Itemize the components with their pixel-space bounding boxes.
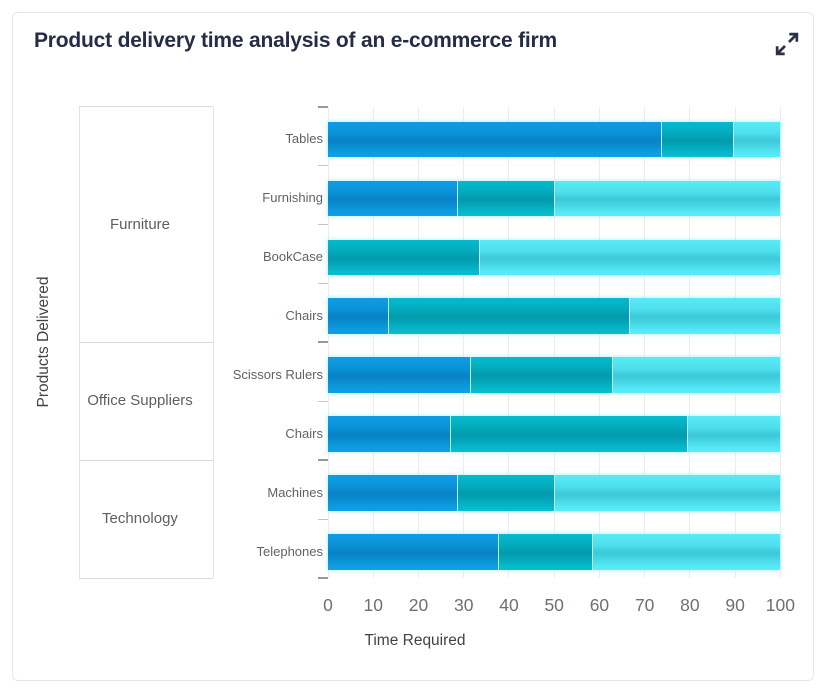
- bar-segment-series2[interactable]: [457, 475, 555, 511]
- chart-title: Product delivery time analysis of an e-c…: [34, 29, 557, 52]
- x-tick-label: 100: [765, 595, 795, 615]
- bar-segment-series3[interactable]: [554, 180, 781, 217]
- x-tick-label: 30: [453, 595, 474, 615]
- expand-arrows-icon: [775, 32, 799, 56]
- y-axis-title: Products Delivered: [35, 276, 52, 408]
- bar-segment-series3[interactable]: [629, 298, 781, 334]
- y-axis-tick: [318, 341, 328, 344]
- bar-furnishing[interactable]: [328, 180, 781, 217]
- x-tick-label: 90: [725, 595, 745, 615]
- category-label: Furnishing: [262, 190, 323, 206]
- x-gridline: [327, 106, 329, 579]
- x-gridline: [598, 106, 600, 579]
- bar-segment-series2[interactable]: [328, 239, 479, 276]
- y-axis-tick: [318, 282, 328, 284]
- x-tick-label: 40: [499, 595, 519, 615]
- x-gridline: [644, 106, 646, 579]
- group-separator-line: [79, 577, 213, 579]
- x-gridline: [734, 106, 736, 579]
- chart-card: Product delivery time analysis of an e-c…: [12, 12, 814, 681]
- x-tick-label: 20: [408, 595, 429, 615]
- bar-segment-series3[interactable]: [733, 121, 781, 158]
- bar-chairs[interactable]: [328, 416, 781, 452]
- y-axis-tick: [318, 105, 328, 108]
- group-separator-line: [79, 459, 213, 461]
- category-label: Machines: [267, 484, 323, 500]
- y-axis-tick: [318, 400, 328, 402]
- group-label: Furniture: [109, 215, 171, 233]
- x-gridline: [689, 106, 691, 579]
- x-tick-label: 0: [323, 595, 333, 615]
- bar-segment-series2[interactable]: [457, 180, 555, 217]
- x-axis-title: Time Required: [364, 631, 466, 649]
- bar-segment-series2[interactable]: [497, 534, 592, 570]
- bar-segment-series1[interactable]: [328, 180, 458, 217]
- x-tick-label: 60: [589, 595, 610, 615]
- group-separator-line: [79, 106, 213, 108]
- x-gridline: [463, 106, 465, 579]
- y-axis-tick: [318, 224, 328, 226]
- x-gridline: [553, 106, 555, 579]
- bar-segment-series1[interactable]: [328, 121, 662, 158]
- bar-machines[interactable]: [328, 475, 781, 511]
- x-tick-label: 70: [634, 595, 655, 615]
- x-tick-label: 50: [544, 595, 564, 615]
- bar-segment-series1[interactable]: [328, 475, 458, 511]
- bar-segment-series2[interactable]: [661, 121, 734, 158]
- x-gridline: [417, 106, 419, 579]
- bar-segment-series2[interactable]: [388, 298, 630, 334]
- y-axis-tick: [318, 165, 328, 167]
- bar-segment-series1[interactable]: [328, 357, 471, 393]
- x-gridline: [779, 106, 781, 579]
- bar-chairs[interactable]: [328, 298, 781, 334]
- x-gridline: [508, 106, 510, 579]
- bar-bookcase[interactable]: [328, 239, 781, 276]
- bar-segment-series3[interactable]: [612, 357, 781, 393]
- bar-segment-series2[interactable]: [450, 416, 688, 452]
- bar-telephones[interactable]: [328, 534, 781, 570]
- x-tick-label: 80: [680, 595, 700, 615]
- category-label: Telephones: [256, 543, 324, 559]
- category-label: Chairs: [285, 425, 323, 441]
- bar-segment-series2[interactable]: [470, 357, 613, 393]
- bar-segment-series3[interactable]: [687, 416, 781, 452]
- category-label: Chairs: [285, 307, 323, 323]
- bar-segment-series1[interactable]: [328, 416, 451, 452]
- bar-segment-series1[interactable]: [328, 298, 389, 334]
- x-tick-label: 10: [363, 595, 383, 615]
- bar-segment-series3[interactable]: [591, 534, 781, 570]
- category-label: Tables: [285, 131, 323, 147]
- bar-segment-series3[interactable]: [554, 475, 781, 511]
- group-label: Office Suppliers: [87, 392, 193, 410]
- bar-segment-series1[interactable]: [328, 534, 498, 570]
- group-separator-line: [79, 341, 213, 343]
- y-axis-tick: [318, 577, 328, 580]
- bar-segment-series3[interactable]: [478, 239, 781, 276]
- bar-tables[interactable]: [328, 121, 781, 158]
- bar-scissors-rulers[interactable]: [328, 357, 781, 393]
- expand-button[interactable]: [773, 30, 801, 58]
- y-axis-tick: [318, 518, 328, 520]
- category-label: Scissors Rulers: [232, 366, 323, 382]
- y-axis-tick: [318, 459, 328, 462]
- group-column-line: [213, 106, 214, 579]
- group-label: Technology: [102, 510, 178, 528]
- category-label: BookCase: [263, 249, 323, 265]
- x-gridline: [372, 106, 374, 579]
